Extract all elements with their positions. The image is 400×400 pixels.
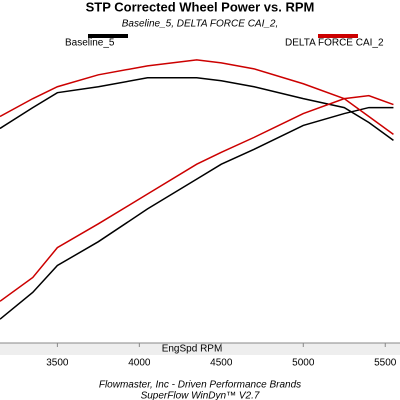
footer-line: Flowmaster, Inc - Driven Performance Bra… (99, 380, 301, 391)
legend-label: DELTA FORCE CAI_2 (285, 38, 384, 49)
chart-title: STP Corrected Wheel Power vs. RPM (86, 0, 315, 14)
x-tick-label: 4500 (210, 358, 233, 369)
x-tick-label: 5000 (292, 358, 315, 369)
x-tick-label: 3500 (46, 358, 69, 369)
data-line (0, 106, 394, 320)
x-tick-label: 5500 (374, 358, 397, 369)
footer-line: SuperFlow WinDyn™ V2.7 (141, 391, 260, 400)
axis-band (0, 343, 400, 355)
chart-subtitle: Baseline_5, DELTA FORCE CAI_2, (122, 19, 279, 30)
legend-label: Baseline_5 (65, 38, 115, 49)
data-line (0, 94, 394, 302)
data-line (0, 59, 394, 136)
x-tick-label: 4000 (128, 358, 151, 369)
data-line (0, 77, 394, 141)
x-axis-label: EngSpd RPM (162, 344, 223, 355)
